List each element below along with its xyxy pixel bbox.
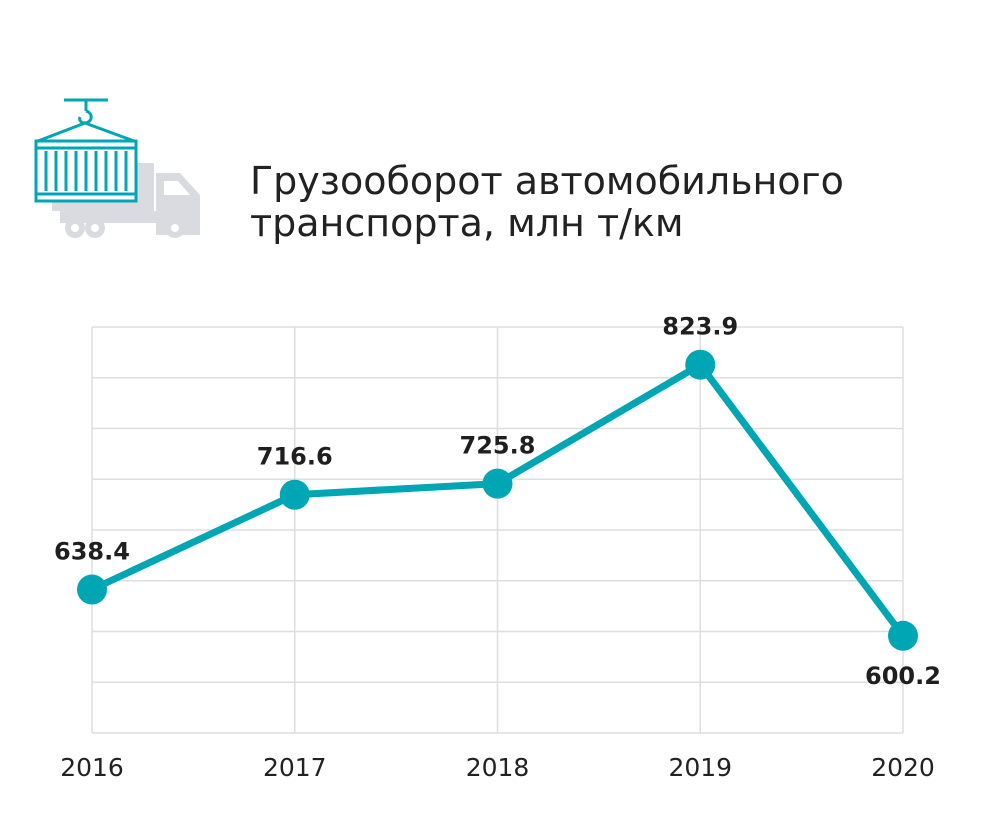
x-axis-tick-labels: 2016 2017 2018 2019 2020 <box>60 753 935 782</box>
container-icon <box>34 98 138 203</box>
x-tick-label: 2016 <box>60 753 124 782</box>
data-labels: 638.4 716.6 725.8 823.9 600.2 <box>54 313 941 690</box>
data-label: 600.2 <box>865 662 941 690</box>
x-tick-label: 2017 <box>263 753 327 782</box>
data-label: 725.8 <box>460 432 536 460</box>
data-point <box>482 468 513 499</box>
x-tick-label: 2018 <box>466 753 530 782</box>
data-label: 823.9 <box>662 313 738 341</box>
data-point <box>685 349 716 380</box>
data-point <box>77 574 107 605</box>
chart-title: Грузооборот автомобильного транспорта, м… <box>250 160 844 244</box>
data-point <box>279 479 310 510</box>
chart-title-line-1: Грузооборот автомобильного <box>250 159 844 203</box>
data-points <box>77 349 918 651</box>
data-label: 716.6 <box>257 443 333 471</box>
data-point <box>888 620 918 651</box>
x-tick-label: 2020 <box>871 753 935 782</box>
chart-title-line-2: транспорта, млн т/км <box>250 201 684 245</box>
data-label: 638.4 <box>54 538 130 566</box>
x-tick-label: 2019 <box>668 753 732 782</box>
crane-container-truck-icon <box>34 98 200 238</box>
